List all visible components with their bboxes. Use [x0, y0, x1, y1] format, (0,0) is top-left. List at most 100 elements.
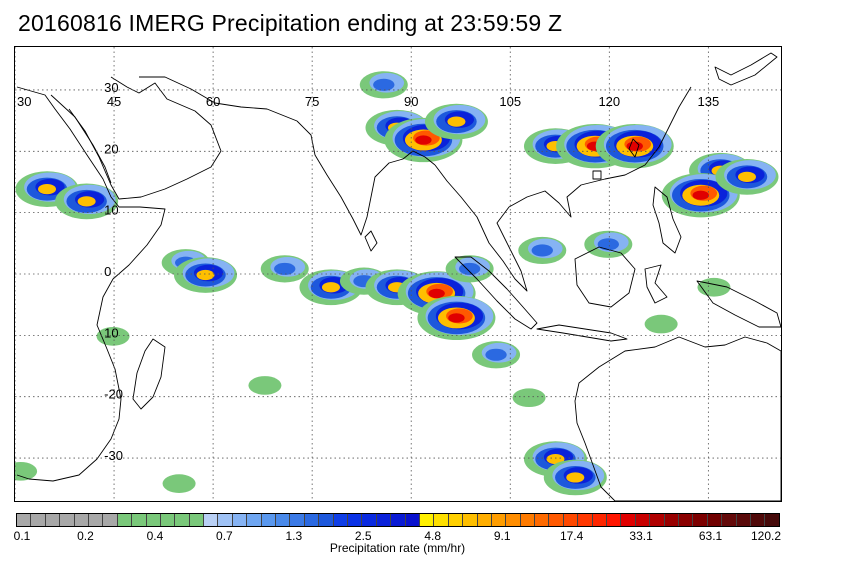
precip-cell: [472, 341, 521, 369]
map-title: 20160816 IMERG Precipitation ending at 2…: [18, 10, 563, 36]
se-asia-coast: [434, 86, 692, 292]
colorbar-tick-label: 9.1: [493, 529, 511, 543]
colorbar-swatch: [635, 514, 651, 526]
colorbar-tick-label: 4.8: [424, 529, 442, 543]
precip-contour: [737, 171, 756, 182]
colorbar-swatch: [362, 514, 377, 526]
lon-label-120: 120: [598, 94, 620, 109]
colorbar-swatch: [434, 514, 449, 526]
precip-cell: [584, 230, 633, 258]
lon-label-45: 45: [107, 94, 121, 109]
colorbar-swatch: [160, 514, 176, 526]
precip-contour: [96, 327, 130, 346]
colorbar-tick-label: 120.2: [750, 529, 782, 543]
japan-frag: [714, 52, 778, 86]
red-sea-west: [50, 94, 112, 184]
precip-contour: [546, 453, 565, 465]
persian-coast: [139, 76, 298, 122]
colorbar-swatch: [232, 514, 248, 526]
precip-contour: [373, 78, 395, 91]
colorbar-swatch: [520, 514, 536, 526]
colorbar-tick-label: 0.7: [216, 529, 233, 543]
colorbar-swatch: [189, 514, 205, 526]
lon-label-30: 30: [17, 94, 31, 109]
precip-contour: [697, 277, 731, 297]
colorbar-swatch: [607, 514, 622, 526]
colorbar-tick-label: 17.4: [559, 529, 584, 543]
colorbar-swatch: [549, 514, 564, 526]
colorbar-swatch: [693, 514, 708, 526]
colorbar-swatch: [319, 514, 334, 526]
colorbar-swatch: [707, 514, 723, 526]
precip-contour: [531, 244, 553, 257]
colorbar-swatch: [491, 514, 507, 526]
colorbar-swatch: [391, 514, 406, 526]
colorbar-swatch: [376, 514, 392, 526]
precip-cell: [715, 158, 779, 195]
borneo: [574, 246, 636, 308]
colorbar-swatch: [650, 514, 665, 526]
india-coast: [296, 120, 436, 236]
lat-lon-grid: [15, 47, 781, 501]
precip-cell: [595, 124, 674, 169]
precip-cell: [174, 257, 237, 293]
colorbar-swatch: [477, 514, 492, 526]
colorbar-swatch: [405, 514, 420, 526]
precip-cell: [417, 295, 496, 341]
precip-contour: [566, 472, 585, 483]
lat-label-0: 0: [104, 264, 111, 279]
precip-contour: [77, 196, 96, 207]
madagascar: [132, 338, 166, 410]
colorbar: [16, 513, 780, 527]
australia-coast: [574, 336, 781, 501]
colorbar-swatch: [17, 514, 32, 526]
sulawesi: [644, 264, 668, 304]
precip-cell: [359, 71, 408, 99]
colorbar-tick-label: 0.1: [13, 529, 31, 543]
lon-label-75: 75: [305, 94, 319, 109]
colorbar-swatch: [276, 514, 291, 526]
precip-contour: [692, 190, 709, 200]
precipitation-map: 30 45 60 75 90 105 120 135 30 20 10 0 10 -20 -30: [14, 46, 782, 502]
arabia-coast: [68, 76, 222, 200]
precip-cell: [260, 255, 309, 283]
colorbar-swatch: [60, 514, 75, 526]
colorbar-swatch: [88, 514, 104, 526]
lat-label-20: 20: [104, 141, 118, 156]
sumatra: [454, 256, 538, 330]
precip-contour: [274, 262, 296, 275]
precip-cell: [697, 277, 731, 297]
colorbar-title: Precipitation rate (mm/hr): [329, 541, 466, 555]
colorbar-swatch: [563, 514, 579, 526]
colorbar-swatch: [247, 514, 262, 526]
precip-cell: [445, 255, 494, 283]
lat-label--30: -30: [104, 448, 123, 463]
lat-label--20: -20: [104, 387, 123, 402]
colorbar-swatch: [304, 514, 320, 526]
lat-label-10: 10: [104, 203, 118, 218]
colorbar-swatch: [117, 514, 133, 526]
precip-cell: [518, 236, 567, 265]
colorbar-swatch: [750, 514, 766, 526]
colorbar-swatch: [333, 514, 348, 526]
colorbar-swatch: [146, 514, 161, 526]
lon-label-135: 135: [698, 94, 720, 109]
colorbar-swatch: [347, 514, 363, 526]
precip-cell: [543, 459, 607, 496]
java: [536, 324, 628, 342]
precip-contour: [512, 388, 546, 408]
precip-cell: [644, 314, 678, 334]
colorbar-tick-label: 1.3: [285, 529, 303, 543]
precip-contour: [597, 238, 619, 251]
precip-cell: [96, 327, 130, 346]
precip-cell: [55, 183, 119, 220]
precip-contour: [196, 269, 215, 281]
precipitation-layer: [15, 71, 779, 496]
colorbar-swatch: [290, 514, 305, 526]
precip-cell: [424, 103, 488, 140]
colorbar-swatch: [448, 514, 464, 526]
colorbar-swatch: [218, 514, 233, 526]
precip-cell: [512, 388, 546, 408]
